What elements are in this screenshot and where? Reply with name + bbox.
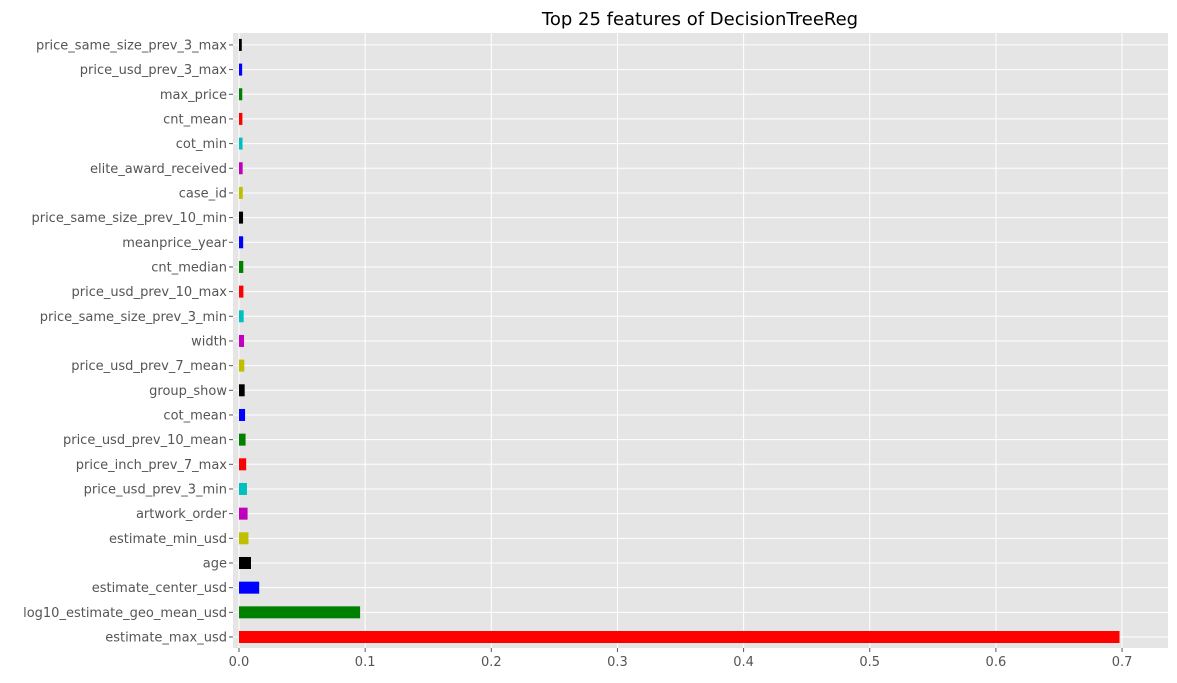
y-tick-label: cot_mean: [163, 408, 227, 423]
x-tick-label: 0.6: [986, 655, 1007, 670]
bar-cot_min: [239, 137, 243, 150]
y-tick-label: price_usd_prev_7_mean: [71, 359, 227, 374]
x-tick-label: 0.1: [355, 655, 376, 670]
chart-title: Top 25 features of DecisionTreeReg: [541, 9, 858, 30]
y-tick-labels: estimate_max_usd log10_estimate_geo_mean_…: [23, 38, 233, 646]
x-tick-label: 0.5: [859, 655, 880, 670]
y-tick-label: artwork_order: [136, 507, 228, 522]
bar-price_same_size_prev_3_max: [239, 38, 242, 51]
bar-group_show: [239, 384, 245, 397]
x-tick-label: 0.7: [1112, 655, 1133, 670]
y-tick-label: price_usd_prev_3_min: [84, 482, 227, 497]
y-tick-label: log10_estimate_geo_mean_usd: [23, 606, 227, 621]
bar-estimate_min_usd: [239, 532, 249, 545]
x-tick-label: 0.3: [607, 655, 628, 670]
bar-estimate_center_usd: [239, 581, 260, 594]
bar-price_same_size_prev_3_min: [239, 310, 244, 323]
y-tick-label: price_inch_prev_7_max: [76, 458, 227, 473]
y-tick-label: group_show: [149, 384, 227, 399]
y-tick-label: age: [203, 556, 227, 571]
x-tick-label: 0.4: [733, 655, 754, 670]
y-tick-label: cot_min: [176, 137, 227, 152]
y-tick-label: price_same_size_prev_10_min: [31, 211, 227, 226]
bar-age: [239, 556, 251, 569]
bar-case_id: [239, 186, 243, 199]
y-tick-label: estimate_center_usd: [92, 581, 227, 596]
bar-max_price: [239, 88, 243, 101]
y-tick-label: width: [191, 334, 227, 349]
y-tick-label: price_usd_prev_10_mean: [63, 433, 227, 448]
bar-price_usd_prev_3_max: [239, 63, 243, 76]
x-tick-labels: 0.0 0.1 0.2 0.3 0.4 0.5 0.6 0.7: [229, 648, 1133, 670]
bar-log10_estimate_geo_mean_usd: [239, 606, 361, 619]
y-tick-label: price_same_size_prev_3_min: [40, 310, 227, 325]
bar-elite_award_received: [239, 162, 243, 175]
bar-cnt_mean: [239, 112, 243, 125]
y-tick-label: estimate_min_usd: [109, 532, 227, 547]
bar-price_usd_prev_10_max: [239, 285, 244, 298]
y-tick-label: case_id: [179, 186, 227, 201]
y-tick-label: cnt_mean: [163, 112, 227, 127]
bar-price_inch_prev_7_max: [239, 458, 247, 471]
bar-cnt_median: [239, 260, 244, 273]
bar-price_usd_prev_7_mean: [239, 359, 245, 372]
bar-price_usd_prev_10_mean: [239, 433, 246, 446]
y-tick-label: cnt_median: [151, 260, 227, 275]
bar-artwork_order: [239, 507, 248, 520]
y-tick-label: meanprice_year: [122, 236, 227, 251]
x-tick-label: 0.0: [229, 655, 250, 670]
y-tick-label: elite_award_received: [90, 162, 227, 177]
bar-meanprice_year: [239, 236, 244, 249]
bar-price_usd_prev_3_min: [239, 482, 247, 495]
y-tick-label: price_same_size_prev_3_max: [36, 38, 227, 53]
bar-price_same_size_prev_10_min: [239, 211, 244, 224]
y-tick-label: estimate_max_usd: [105, 631, 227, 646]
x-tick-label: 0.2: [481, 655, 502, 670]
y-tick-label: price_usd_prev_3_max: [80, 63, 228, 78]
bar-estimate_max_usd: [239, 631, 1120, 643]
bar-width: [239, 334, 245, 347]
bars: [239, 38, 1120, 643]
y-tick-label: max_price: [160, 88, 227, 103]
y-tick-label: price_usd_prev_10_max: [72, 285, 228, 300]
bar-cot_mean: [239, 408, 246, 421]
